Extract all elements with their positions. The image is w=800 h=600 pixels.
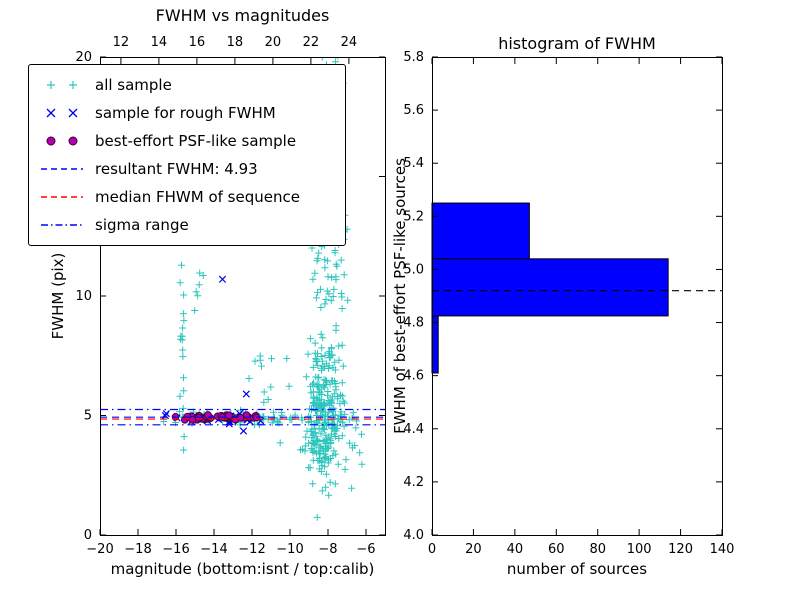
svg-text:4.4: 4.4 (403, 422, 424, 437)
right-plot-title: histogram of FWHM (498, 34, 656, 53)
svg-text:0: 0 (84, 528, 92, 543)
svg-text:20: 20 (265, 35, 282, 50)
svg-text:12: 12 (113, 35, 130, 50)
svg-text:4.6: 4.6 (403, 369, 424, 384)
svg-text:40: 40 (507, 542, 524, 557)
svg-text:0: 0 (428, 542, 436, 557)
legend: all sample sample for rough FWHM best-ef… (28, 64, 346, 246)
svg-text:4.8: 4.8 (403, 316, 424, 331)
svg-text:−18: −18 (124, 542, 151, 557)
resultant-dashed-line-icon (39, 160, 85, 178)
right-plot-ticks: 0 20 40 60 80 100 120 140 4.0 4.2 4.4 4.6 4.8 5.0 5.2 5… (403, 50, 734, 557)
legend-label-median-fwhm: median FHWM of sequence (95, 188, 300, 206)
svg-text:−8: −8 (318, 542, 337, 557)
svg-text:120: 120 (668, 542, 693, 557)
left-plot: −20 −18 −16 −14 −12 −10 −8 −6 12 14 16 18 20 22 24 0 5 10… (75, 35, 386, 557)
svg-text:4.2: 4.2 (403, 475, 424, 490)
svg-text:5.6: 5.6 (403, 103, 424, 118)
right-plot: 0 20 40 60 80 100 120 140 4.0 4.2 4.4 4.6 4.8 5.0 5.2 5… (403, 50, 734, 557)
legend-entry-rough-fwhm: sample for rough FWHM (29, 99, 345, 127)
svg-text:16: 16 (189, 35, 206, 50)
right-plot-frame (432, 57, 723, 536)
legend-label-psf-sample: best-effort PSF-like sample (95, 132, 297, 150)
sigma-dashdot-line-icon (39, 216, 85, 234)
svg-text:−20: −20 (86, 542, 113, 557)
right-plot-xlabel: number of sources (506, 560, 648, 578)
svg-text:−12: −12 (238, 542, 265, 557)
hist-bar (431, 202, 530, 260)
legend-entry-sigma-range: sigma range (29, 211, 345, 239)
svg-text:5: 5 (84, 409, 92, 424)
series-sample-for-rough-fwhm (161, 275, 265, 435)
svg-text:80: 80 (589, 542, 606, 557)
legend-entry-resultant-fwhm: resultant FWHM: 4.93 (29, 155, 345, 183)
svg-text:4.0: 4.0 (403, 528, 424, 543)
svg-text:5.4: 5.4 (403, 156, 424, 171)
legend-entry-median-fwhm: median FHWM of sequence (29, 183, 345, 211)
svg-text:22: 22 (303, 35, 320, 50)
legend-entry-all-sample: all sample (29, 71, 345, 99)
right-plot-ylabel: FWHM of best-effort PSF-like sources (391, 158, 409, 434)
svg-text:−14: −14 (200, 542, 227, 557)
svg-text:5.8: 5.8 (403, 50, 424, 65)
legend-label-resultant-fwhm: resultant FWHM: 4.93 (95, 160, 258, 178)
svg-text:5.2: 5.2 (403, 209, 424, 224)
svg-text:14: 14 (151, 35, 168, 50)
series-all-sample (160, 57, 366, 521)
legend-label-all-sample: all sample (95, 76, 172, 94)
plus-marker-icon (39, 76, 85, 94)
svg-text:20: 20 (465, 542, 482, 557)
svg-text:−16: −16 (162, 542, 189, 557)
svg-text:5.0: 5.0 (403, 262, 424, 277)
left-plot-xlabel: magnitude (bottom:isnt / top:calib) (110, 560, 375, 578)
left-plot-title: FWHM vs magnitudes (155, 6, 330, 25)
svg-text:18: 18 (227, 35, 244, 50)
svg-text:24: 24 (341, 35, 358, 50)
svg-text:140: 140 (710, 542, 735, 557)
legend-entry-psf-sample: best-effort PSF-like sample (29, 127, 345, 155)
x-marker-icon (39, 104, 85, 122)
svg-text:100: 100 (627, 542, 652, 557)
svg-text:60: 60 (548, 542, 565, 557)
svg-text:−6: −6 (356, 542, 375, 557)
legend-label-rough-fwhm: sample for rough FWHM (95, 104, 276, 122)
hist-bar (431, 258, 669, 317)
svg-text:20: 20 (75, 50, 92, 65)
svg-text:10: 10 (75, 289, 92, 304)
circle-marker-icon (39, 132, 85, 150)
svg-text:−10: −10 (276, 542, 303, 557)
legend-label-sigma-range: sigma range (95, 216, 189, 234)
median-dashed-line-icon (39, 188, 85, 206)
